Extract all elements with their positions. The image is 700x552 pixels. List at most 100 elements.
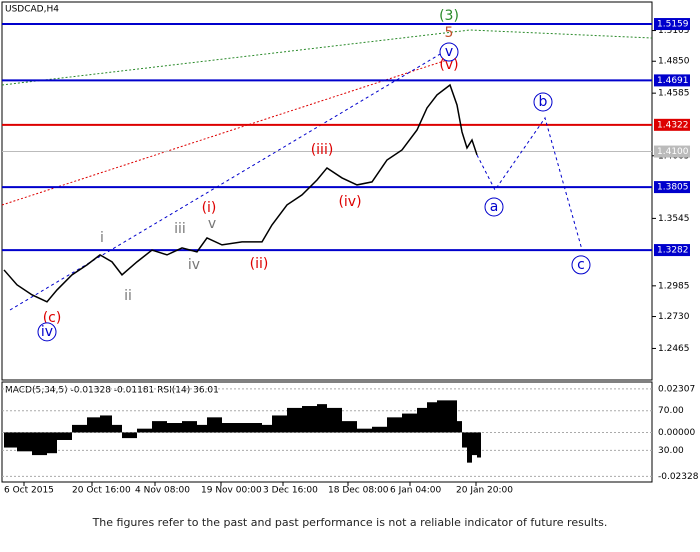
wave-label: v [208, 216, 216, 232]
wave-label: iii [174, 221, 186, 237]
macd-bar [222, 423, 242, 433]
level-label: 1.4100 [657, 147, 689, 157]
level-label: 1.3805 [657, 183, 689, 193]
macd-bar [417, 407, 427, 433]
macd-bar [450, 400, 457, 433]
macd-bar [272, 415, 287, 433]
wave-label: c [577, 257, 585, 273]
macd-bar [437, 400, 450, 433]
y-tick-label: 1.2465 [658, 344, 690, 354]
macd-bar [112, 424, 122, 433]
wave-label: i [100, 230, 104, 246]
macd-bar [387, 417, 402, 433]
level-label-bg [654, 18, 690, 31]
macd-bar [457, 421, 462, 433]
wave-label: (v) [439, 57, 458, 73]
macd-bar [87, 417, 100, 433]
level-label: 1.3282 [657, 246, 689, 256]
wave-label: (3) [439, 8, 459, 24]
macd-bar [182, 421, 197, 433]
y-tick-label: 1.3545 [658, 214, 690, 224]
x-tick-label: 18 Dec 08:00 [328, 486, 389, 496]
macd-bar [57, 432, 72, 440]
x-tick-label: 6 Jan 04:00 [390, 486, 442, 496]
level-label: 1.4691 [657, 76, 689, 86]
chart-title: USDCAD,H4 [5, 5, 59, 15]
macd-bar [137, 428, 152, 433]
x-tick-label: 20 Jan 20:00 [456, 486, 513, 496]
level-label-bg [654, 181, 690, 194]
macd-bar [477, 432, 481, 458]
macd-bar [72, 424, 87, 433]
wave-label: a [490, 199, 499, 215]
macd-bar [342, 421, 357, 433]
wave-label: (c) [43, 310, 62, 326]
wave-circle [439, 42, 459, 62]
macd-bar [262, 424, 272, 433]
chart: USDCAD,H4 MACD(5,34,5) -0.01328 -0.01181… [1, 1, 699, 496]
macd-bar [467, 432, 472, 463]
y-tick-label: 1.5105 [658, 26, 690, 36]
macd-bar [4, 432, 17, 448]
macd-bar [372, 426, 387, 433]
wave-label: (ii) [250, 256, 269, 272]
macd-bar [317, 404, 327, 433]
forecast-line [476, 116, 583, 250]
x-tick-label: 20 Oct 16:00 [72, 486, 131, 496]
macd-bar [427, 402, 437, 433]
main-frame [1, 1, 653, 381]
wave-label: iv [41, 324, 53, 340]
macd-bar [167, 423, 182, 433]
level-label-bg [654, 145, 690, 158]
price-line [3, 83, 478, 303]
x-tick-label: 4 Nov 08:00 [135, 486, 190, 496]
macd-bar [327, 407, 342, 433]
y-tick-label: 0.02307 [658, 384, 695, 394]
macd-bar [207, 417, 222, 433]
macd-bar [122, 432, 137, 439]
x-tick-label: 6 Oct 2015 [4, 486, 54, 496]
wave-label: b [539, 94, 548, 110]
y-tick-label: 1.2730 [658, 312, 690, 322]
y-tick-label: 1.4585 [658, 89, 690, 99]
y-tick-label: 0.00000 [658, 428, 695, 438]
wave-circle [571, 255, 591, 275]
wave-label: iv [188, 257, 200, 273]
y-tick-label: 70.00 [658, 406, 684, 416]
wave-label: (i) [202, 200, 217, 216]
macd-bar [17, 432, 32, 452]
level-label-bg [654, 118, 690, 131]
trend-line [9, 49, 448, 311]
macd-bar [152, 421, 167, 433]
wave-circle [533, 92, 553, 112]
macd-bar [462, 432, 467, 448]
level-label: 1.4322 [657, 120, 689, 130]
wave-label: ii [124, 288, 132, 304]
y-tick-label: 30.00 [658, 446, 684, 456]
macd-bar [302, 406, 317, 433]
trend-line [1, 29, 653, 86]
y-tick-label: 1.4850 [658, 57, 690, 67]
x-tick-label: 3 Dec 16:00 [263, 486, 318, 496]
macd-bar [287, 407, 302, 433]
macd-bar [402, 413, 417, 433]
macd-bar [242, 423, 262, 433]
macd-bar [197, 424, 207, 433]
y-tick-label: -0.02328 [658, 472, 699, 482]
macd-bar [357, 428, 372, 433]
wave-label: 5 [445, 25, 454, 41]
wave-circle [37, 322, 57, 342]
disclaimer: The figures refer to the past and past p… [92, 516, 608, 529]
y-tick-label: 1.2985 [658, 281, 690, 291]
macd-bar [100, 415, 112, 433]
level-label-bg [654, 74, 690, 87]
macd-bar [32, 432, 47, 456]
wave-circle [484, 197, 504, 217]
macd-bar [472, 432, 477, 456]
level-label: 1.5159 [657, 20, 689, 30]
x-tick-label: 19 Nov 00:00 [201, 486, 262, 496]
wave-label: (iv) [338, 194, 361, 210]
wave-label: (iii) [311, 142, 334, 158]
indicator-title: MACD(5,34,5) -0.01328 -0.01181 RSI(14) 3… [5, 386, 219, 396]
wave-label: v [445, 44, 453, 60]
